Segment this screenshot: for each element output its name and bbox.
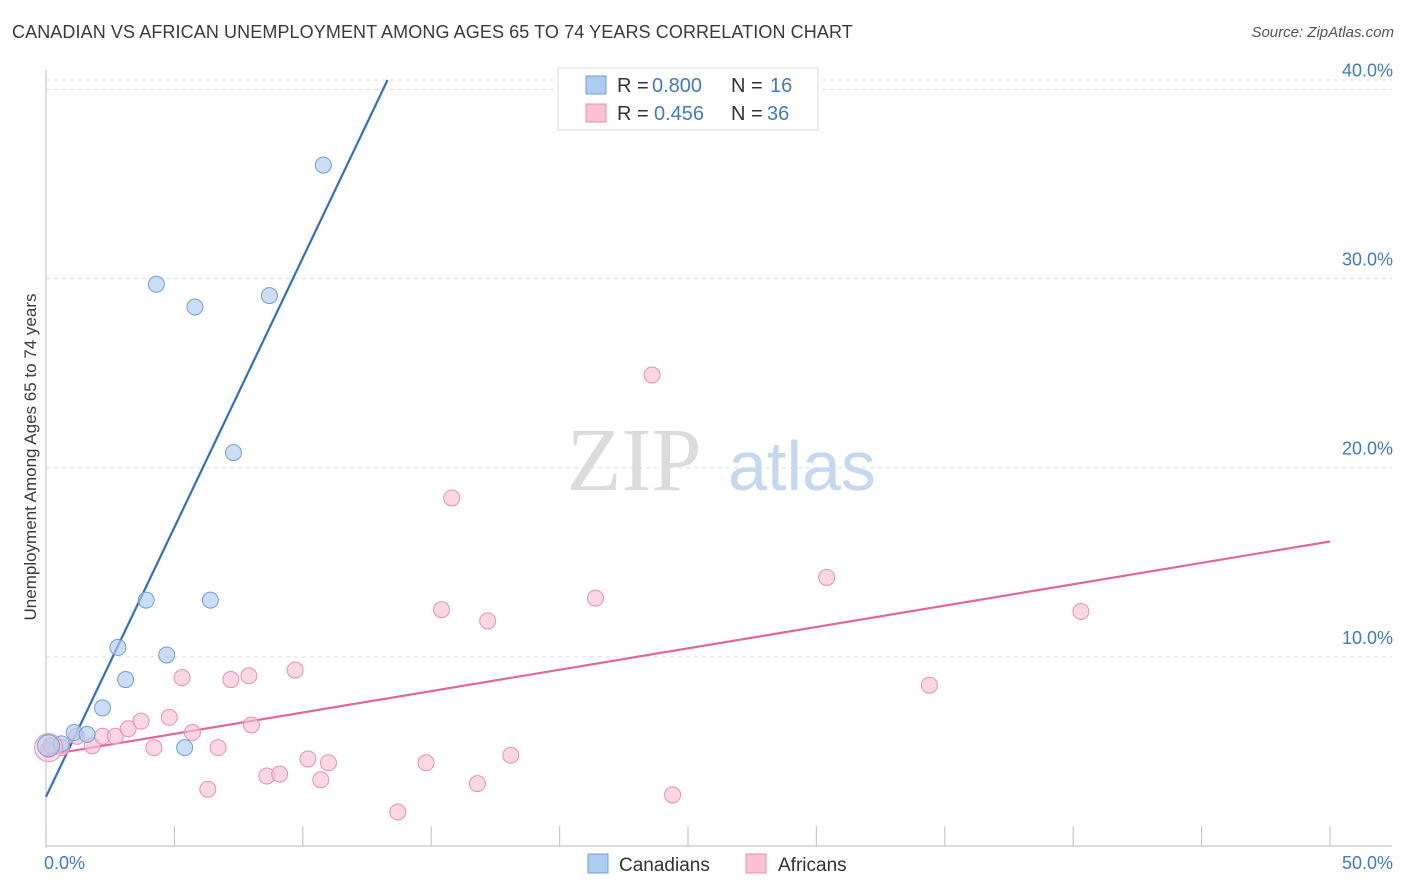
legend-top: R = 0.800 N = 16 R = 0.456 N = 36 [557,67,819,131]
point-africans [199,780,217,798]
bottom-legend-label-canadians: Canadians [619,855,710,876]
point-africans [468,775,486,793]
point-africans [160,708,178,726]
point-canadians [201,591,219,609]
point-canadians [137,591,155,609]
chart-title: CANADIAN VS AFRICAN UNEMPLOYMENT AMONG A… [12,22,853,42]
y-tick-label: 30.0% [1342,250,1393,270]
y-axis-title: Unemployment Among Ages 65 to 74 years [21,294,40,621]
legend-n-label-africans: N = [731,103,763,125]
point-africans [443,489,461,507]
point-africans [920,676,938,694]
point-africans [664,786,682,804]
point-africans [183,724,201,742]
point-africans [145,739,163,757]
point-canadians [260,287,278,305]
legend-n-value-canadians: 16 [770,75,792,97]
point-africans [587,589,605,607]
point-africans [479,612,497,630]
trend-line-africans [45,540,1331,757]
point-africans [432,601,450,619]
point-africans [119,720,137,738]
x-tick-label-max: 50.0% [1342,853,1393,873]
x-axis-ticks [45,826,1331,846]
watermark-atlas: atlas [728,427,876,505]
point-africans [173,669,191,687]
legend-swatch-africans [585,103,607,123]
point-canadians [78,725,96,743]
legend-r-label-canadians: R = [617,75,649,97]
bottom-legend-swatch-africans [745,853,767,874]
point-africans [643,366,661,384]
point-canadians [158,646,176,664]
point-africans [271,765,289,783]
y-tick-label: 10.0% [1342,628,1393,648]
bottom-legend-label-africans: Africans [778,855,847,876]
point-canadians [147,275,165,293]
watermark-zip: ZIP [567,411,702,510]
point-canadians [224,444,242,462]
watermark: ZIP atlas [567,411,876,510]
point-canadians [109,638,127,656]
point-africans [240,667,258,685]
y-tick-label: 40.0% [1342,60,1393,80]
trend-line-canadians [45,79,389,798]
point-africans [209,739,227,757]
point-africans [319,754,337,772]
legend-bottom: Canadians Africans [587,853,847,876]
point-africans [312,771,330,789]
point-cluster-canadians [37,734,61,758]
legend-r-label-africans: R = [617,103,649,125]
axes [45,70,1392,848]
data-points [34,156,1090,821]
point-canadians [176,739,194,757]
y-tick-labels: 10.0% 20.0% 30.0% 40.0% [1342,60,1393,647]
trend-lines [45,79,1331,798]
x-tick-label-min: 0.0% [44,853,85,873]
point-canadians [314,156,332,174]
point-canadians [186,298,204,316]
point-africans [106,727,124,745]
point-canadians [117,671,135,689]
legend-n-value-africans: 36 [767,103,789,125]
point-africans [417,754,435,772]
point-africans [1072,602,1090,620]
point-africans [502,746,520,764]
point-canadians [93,699,111,717]
legend-r-value-africans: 0.456 [654,103,704,125]
y-tick-label: 20.0% [1342,439,1393,459]
point-africans [242,716,260,734]
point-africans [818,568,836,586]
point-africans [389,803,407,821]
point-africans [286,661,304,679]
point-africans [132,712,150,730]
point-africans [222,671,240,689]
point-africans [299,750,317,768]
grid-lines [46,79,1392,658]
legend-swatch-canadians [585,75,607,95]
legend-r-value-canadians: 0.800 [652,75,702,97]
source-label: Source: ZipAtlas.com [1251,24,1394,41]
bottom-legend-swatch-canadians [587,853,609,874]
legend-n-label-canadians: N = [731,75,763,97]
